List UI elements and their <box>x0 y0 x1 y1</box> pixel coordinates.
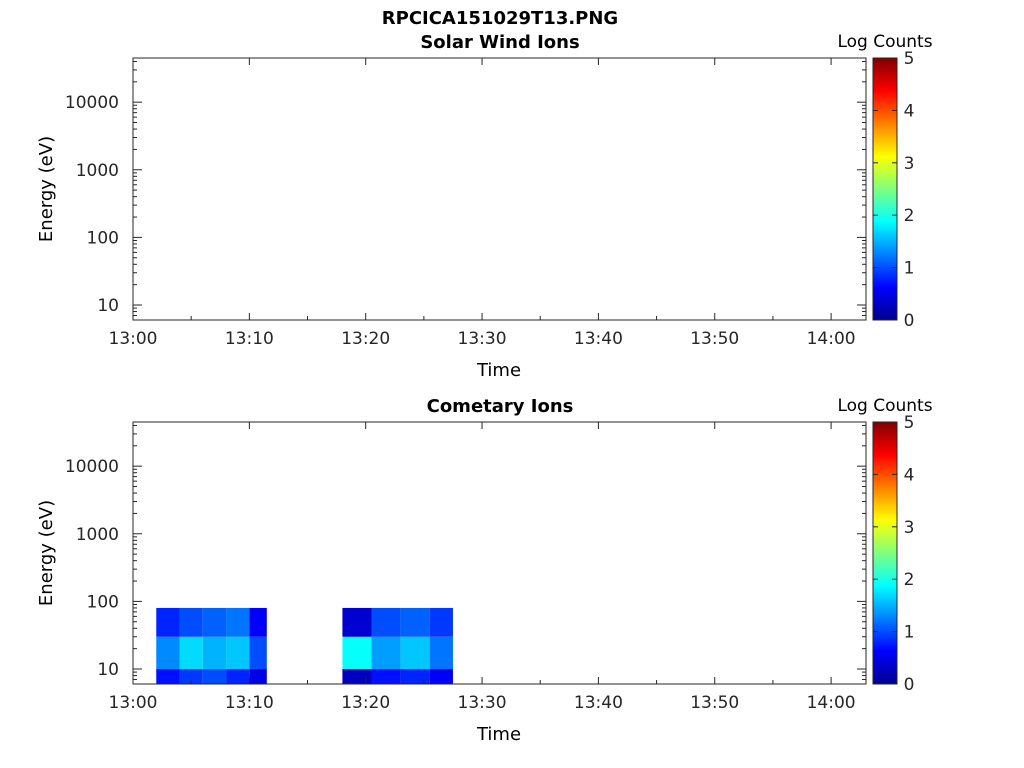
heatmap-cell <box>226 607 250 637</box>
colorbar-ticks: 0 1 2 3 4 5 <box>873 413 914 695</box>
colorbar-tick-label: 2 <box>904 570 915 590</box>
y-tick-label: 10000 <box>65 457 119 477</box>
plot-frame <box>132 57 867 321</box>
x-axis-label: Time <box>476 360 521 381</box>
x-tick-label: 13:30 <box>458 329 507 349</box>
heatmap-cell <box>179 669 203 684</box>
panel-solar-wind: Solar Wind Ions 13:00 13:10 13:20 13:30 13:4… <box>36 32 933 381</box>
heatmap-cell <box>371 607 401 637</box>
x-ticks: 13:00 13:10 13:20 13:30 13:40 13:50 14:00 <box>109 422 856 713</box>
heatmap-cell <box>342 669 372 684</box>
y-tick-label: 10000 <box>65 93 119 113</box>
heatmap-cell <box>429 607 453 637</box>
x-tick-label: 13:40 <box>574 329 623 349</box>
heatmap-cell <box>202 669 227 684</box>
heatmap-cell <box>249 607 267 637</box>
colorbar-tick-label: 5 <box>904 413 915 433</box>
x-tick-label: 13:10 <box>225 329 274 349</box>
heatmap-cell <box>156 636 180 670</box>
x-tick-label: 13:50 <box>690 329 739 349</box>
heatmap-cell <box>202 607 227 637</box>
heatmap-cell <box>371 669 401 684</box>
heatmap-cell <box>202 636 227 670</box>
colorbar-ticks: 0 1 2 3 4 5 <box>873 49 914 331</box>
colorbar-label: Log Counts <box>837 32 932 52</box>
heatmap-cell <box>429 636 453 670</box>
y-axis-label: Energy (eV) <box>36 136 57 242</box>
figure-title: RPCICA151029T13.PNG <box>382 8 618 29</box>
heatmap-cell <box>400 607 430 637</box>
heatmap-cell <box>371 636 401 670</box>
heatmap-cell <box>342 636 372 670</box>
y-tick-label: 100 <box>87 228 119 248</box>
x-tick-label: 13:20 <box>341 693 390 713</box>
x-tick-label: 14:00 <box>807 329 856 349</box>
heatmap-cell <box>156 669 180 684</box>
x-tick-label: 13:20 <box>341 329 390 349</box>
y-ticks: 10 100 1000 10000 <box>65 424 866 680</box>
panel-title: Solar Wind Ions <box>420 32 579 53</box>
colorbar-tick-label: 1 <box>904 259 915 279</box>
colorbar-tick-label: 4 <box>904 101 915 121</box>
y-tick-label: 100 <box>87 592 119 612</box>
colorbar-tick-label: 0 <box>904 675 915 695</box>
y-tick-label: 1000 <box>76 161 119 181</box>
heatmap-cell <box>249 636 267 670</box>
y-tick-label: 10 <box>97 296 119 316</box>
y-tick-label: 10 <box>97 660 119 680</box>
colorbar-tick-label: 2 <box>904 206 915 226</box>
x-axis-label: Time <box>476 724 521 745</box>
heatmap-cell <box>429 669 453 684</box>
heatmap-cell <box>179 607 203 637</box>
colorbar-label: Log Counts <box>837 396 932 416</box>
x-tick-label: 13:10 <box>225 693 274 713</box>
panel-cometary: Cometary Ions 13:00 13:10 13:20 13:30 13:40 1… <box>36 396 933 745</box>
colorbar-tick-label: 5 <box>904 49 915 69</box>
x-tick-label: 14:00 <box>807 693 856 713</box>
colorbar <box>872 57 898 321</box>
heatmap-cell <box>226 669 250 684</box>
heatmap-cell <box>400 669 430 684</box>
x-tick-label: 13:00 <box>109 693 158 713</box>
y-ticks: 10 100 1000 10000 <box>65 60 866 316</box>
heatmap-cells <box>156 607 453 684</box>
colorbar <box>872 421 898 685</box>
heatmap-cell <box>400 636 430 670</box>
colorbar-tick-label: 3 <box>904 518 915 538</box>
heatmap-cell <box>249 669 267 684</box>
x-tick-label: 13:30 <box>458 693 507 713</box>
plot-frame <box>132 421 867 685</box>
colorbar-tick-label: 0 <box>904 311 915 331</box>
x-ticks: 13:00 13:10 13:20 13:30 13:40 13:50 14:00 <box>109 58 856 349</box>
x-tick-label: 13:40 <box>574 693 623 713</box>
heatmap-cell <box>226 636 250 670</box>
y-axis-label: Energy (eV) <box>36 500 57 606</box>
colorbar-tick-label: 3 <box>904 154 915 174</box>
heatmap-cell <box>179 636 203 670</box>
y-tick-label: 1000 <box>76 525 119 545</box>
colorbar-tick-label: 1 <box>904 623 915 643</box>
panel-title: Cometary Ions <box>427 396 574 417</box>
heatmap-cell <box>156 607 180 637</box>
colorbar-tick-label: 4 <box>904 465 915 485</box>
heatmap-cell <box>342 607 372 637</box>
x-tick-label: 13:50 <box>690 693 739 713</box>
x-tick-label: 13:00 <box>109 329 158 349</box>
